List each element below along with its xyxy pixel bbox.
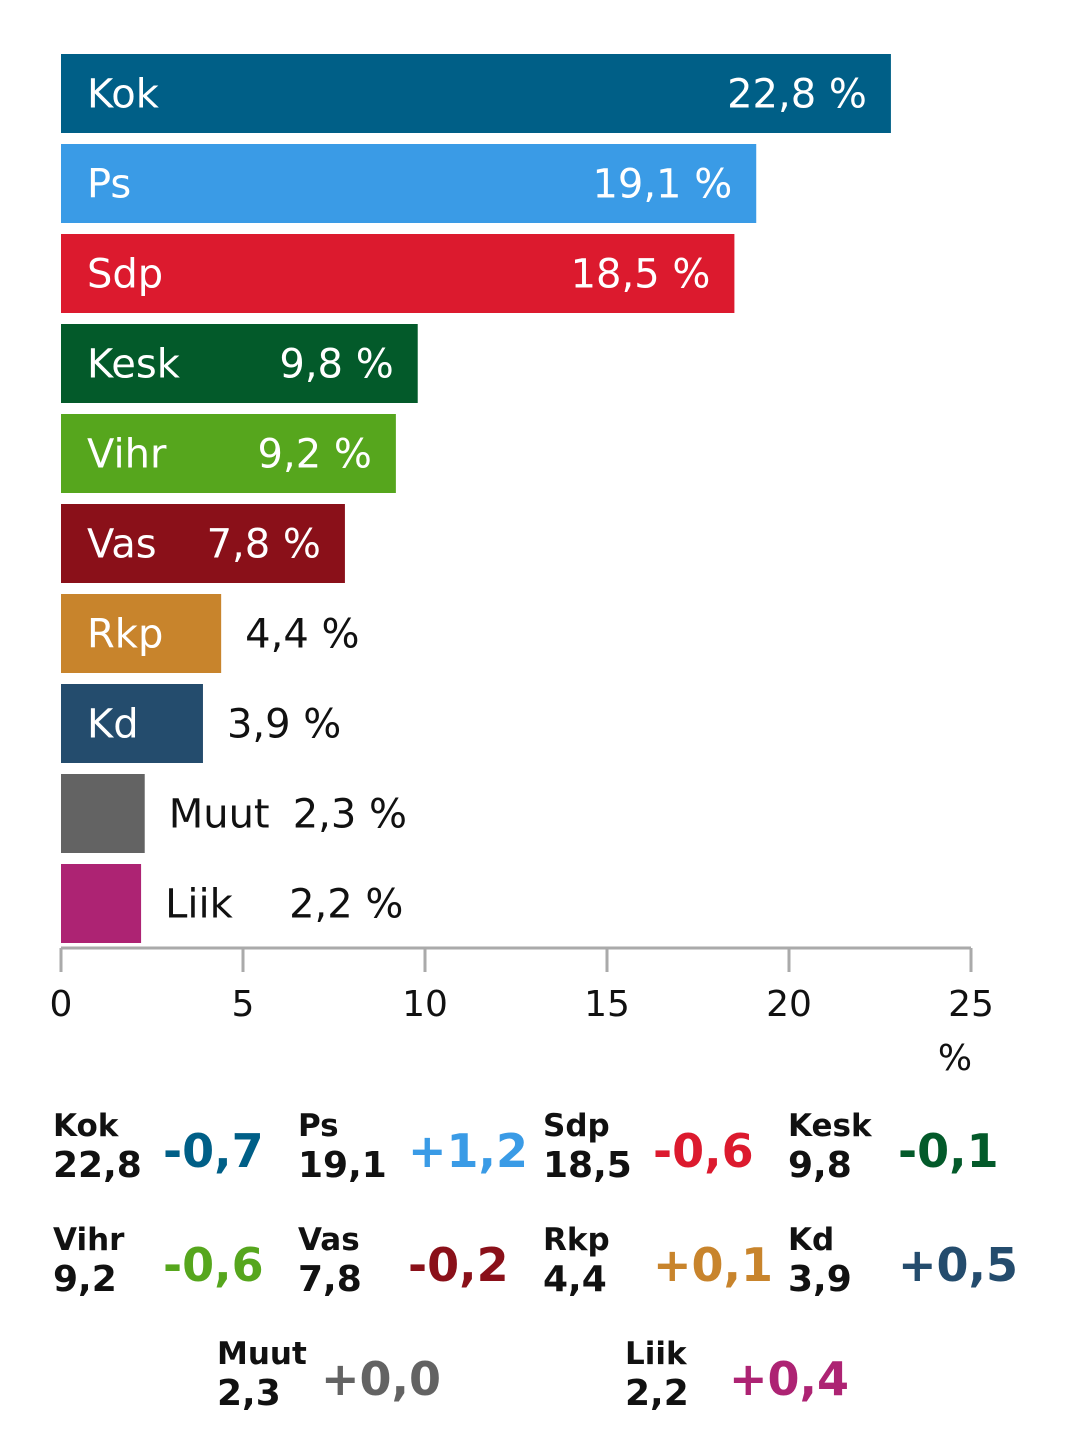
- summary-change-kd: +0,5: [898, 1238, 1019, 1292]
- value-label-muut: 2,3 %: [293, 792, 407, 838]
- x-tick-label-25: 25: [948, 984, 994, 1025]
- bar-sdp: [61, 234, 735, 313]
- summary-share-kok: 22,8: [53, 1145, 142, 1186]
- value-label-rkp: 4,4 %: [245, 612, 359, 658]
- summary-change-ps: +1,2: [408, 1124, 529, 1178]
- summary-change-kok: -0,7: [163, 1124, 264, 1178]
- bar-kesk: [61, 324, 418, 403]
- value-label-vihr: 9,2 %: [258, 432, 372, 478]
- summary-change-liik: +0,4: [729, 1352, 850, 1406]
- summary-share-kd: 3,9: [788, 1259, 852, 1300]
- summary-share-vihr: 9,2: [53, 1259, 117, 1300]
- summary-share-rkp: 4,4: [543, 1259, 607, 1300]
- bar-label-liik: Liik: [165, 882, 234, 928]
- summary-share-sdp: 18,5: [543, 1145, 632, 1186]
- bar-muut: [61, 774, 145, 853]
- summary-share-vas: 7,8: [298, 1259, 362, 1300]
- x-tick-label-20: 20: [766, 984, 812, 1025]
- bar-label-kok: Kok: [87, 72, 160, 118]
- bar-label-ps: Ps: [87, 162, 131, 208]
- summary-item-kesk: Kesk 9,8 -0,1: [788, 1108, 999, 1188]
- x-tick-label-10: 10: [402, 984, 448, 1025]
- summary-change-vihr: -0,6: [163, 1238, 264, 1292]
- bar-chart: Kok 22,8 % Ps 19,1 % Sdp 18,5 % Kesk 9,8 % Vihr 9…: [50, 54, 994, 1079]
- summary-share-ps: 19,1: [298, 1145, 387, 1186]
- summary-share-muut: 2,3: [217, 1373, 281, 1414]
- summary-item-vas: Vas 7,8 -0,2: [298, 1222, 509, 1302]
- summary-change-muut: +0,0: [321, 1352, 442, 1406]
- bar-liik: [61, 864, 142, 943]
- bar-vihr: [61, 414, 396, 493]
- value-label-kd: 3,9 %: [227, 702, 341, 748]
- value-label-ps: 19,1 %: [592, 162, 732, 208]
- summary-item-ps: Ps 19,1 +1,2: [298, 1108, 528, 1188]
- value-label-liik: 2,2 %: [289, 882, 403, 928]
- summary-change-kesk: -0,1: [898, 1124, 999, 1178]
- x-tick-label-0: 0: [50, 984, 73, 1025]
- summary-change-rkp: +0,1: [653, 1238, 774, 1292]
- bar-label-rkp: Rkp: [87, 612, 163, 658]
- change-summary: Kok 22,8 -0,7 Ps 19,1 +1,2 Sdp 18,5 -0,6 Kesk 9,8-…: [0, 1100, 1080, 1446]
- summary-change-sdp: -0,6: [653, 1124, 754, 1178]
- value-label-sdp: 18,5 %: [571, 252, 711, 298]
- summary-item-kd: Kd 3,9 +0,5: [788, 1222, 1018, 1302]
- bar-kd: [61, 684, 203, 763]
- summary-share-kesk: 9,8: [788, 1145, 852, 1186]
- summary-party-kok: Kok: [53, 1108, 119, 1144]
- bar-rkp: [61, 594, 222, 673]
- summary-item-rkp: Rkp 4,4 +0,1: [543, 1222, 773, 1302]
- x-tick-label-15: 15: [584, 984, 630, 1025]
- value-label-kesk: 9,8 %: [279, 342, 393, 388]
- bar-ps: [61, 144, 757, 223]
- summary-party-liik: Liik: [625, 1336, 687, 1372]
- summary-party-muut: Muut: [217, 1336, 307, 1372]
- bars-group: Kok 22,8 % Ps 19,1 % Sdp 18,5 % Kesk 9,8 % Vihr 9…: [61, 54, 891, 943]
- summary-party-rkp: Rkp: [543, 1222, 610, 1258]
- x-axis: 0 5 10 15 20 25%: [50, 946, 994, 1079]
- summary-party-sdp: Sdp: [543, 1108, 610, 1144]
- summary-change-vas: -0,2: [408, 1238, 509, 1292]
- bar-label-muut: Muut: [169, 792, 270, 838]
- bar-vas: [61, 504, 345, 583]
- summary-item-sdp: Sdp 18,5 -0,6: [543, 1108, 754, 1188]
- x-axis-unit-label: %: [938, 1038, 972, 1079]
- summary-party-vas: Vas: [298, 1222, 360, 1258]
- bar-label-sdp: Sdp: [87, 252, 163, 298]
- x-tick-label-5: 5: [232, 984, 255, 1025]
- bar-kok: [61, 54, 891, 133]
- summary-party-vihr: Vihr: [53, 1222, 125, 1258]
- value-label-vas: 7,8 %: [207, 522, 321, 568]
- summary-share-liik: 2,2: [625, 1373, 689, 1414]
- bar-label-kd: Kd: [87, 702, 139, 748]
- summary-party-kesk: Kesk: [788, 1108, 872, 1144]
- bar-label-vihr: Vihr: [87, 432, 167, 478]
- summary-item-muut: Muut 2,3 +0,0: [217, 1336, 441, 1416]
- bar-label-kesk: Kesk: [87, 342, 181, 388]
- summary-item-liik: Liik 2,2 +0,4: [625, 1336, 849, 1416]
- value-label-kok: 22,8 %: [727, 72, 867, 118]
- summary-party-ps: Ps: [298, 1108, 339, 1144]
- summary-item-vihr: Vihr 9,2 -0,6: [53, 1222, 264, 1302]
- summary-item-kok: Kok 22,8 -0,7: [53, 1108, 264, 1188]
- bar-label-vas: Vas: [87, 522, 157, 568]
- summary-party-kd: Kd: [788, 1222, 835, 1258]
